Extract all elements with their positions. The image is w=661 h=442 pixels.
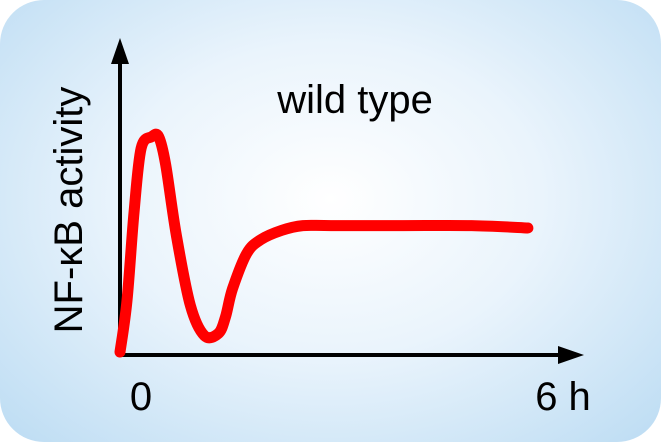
x-tick-label: 0 — [130, 375, 152, 419]
y-axis-arrow-icon — [111, 38, 129, 64]
annotation-wild-type: wild type — [276, 78, 433, 122]
x-axis-arrow-icon — [558, 346, 584, 364]
series-line — [114, 128, 534, 358]
y-axis-label: NF-κB activity — [47, 87, 91, 334]
x-tick-label: 6 h — [535, 375, 591, 419]
